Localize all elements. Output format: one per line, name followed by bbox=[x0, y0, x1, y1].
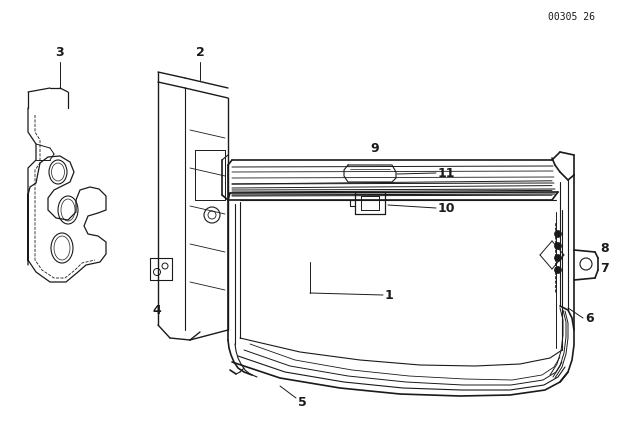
Text: 11: 11 bbox=[438, 167, 456, 180]
Text: 5: 5 bbox=[298, 396, 307, 409]
Text: 2: 2 bbox=[196, 46, 204, 59]
Text: 00305 26: 00305 26 bbox=[548, 12, 595, 22]
Text: 4: 4 bbox=[152, 303, 161, 316]
Circle shape bbox=[554, 254, 561, 262]
Circle shape bbox=[554, 231, 561, 237]
Text: 1: 1 bbox=[385, 289, 394, 302]
Text: 6: 6 bbox=[585, 311, 594, 324]
Text: 10: 10 bbox=[438, 202, 456, 215]
Text: 7: 7 bbox=[600, 262, 609, 275]
Circle shape bbox=[554, 242, 561, 250]
Text: 9: 9 bbox=[371, 142, 380, 155]
Text: 8: 8 bbox=[600, 241, 609, 254]
Text: 3: 3 bbox=[56, 46, 64, 59]
Circle shape bbox=[554, 267, 561, 273]
